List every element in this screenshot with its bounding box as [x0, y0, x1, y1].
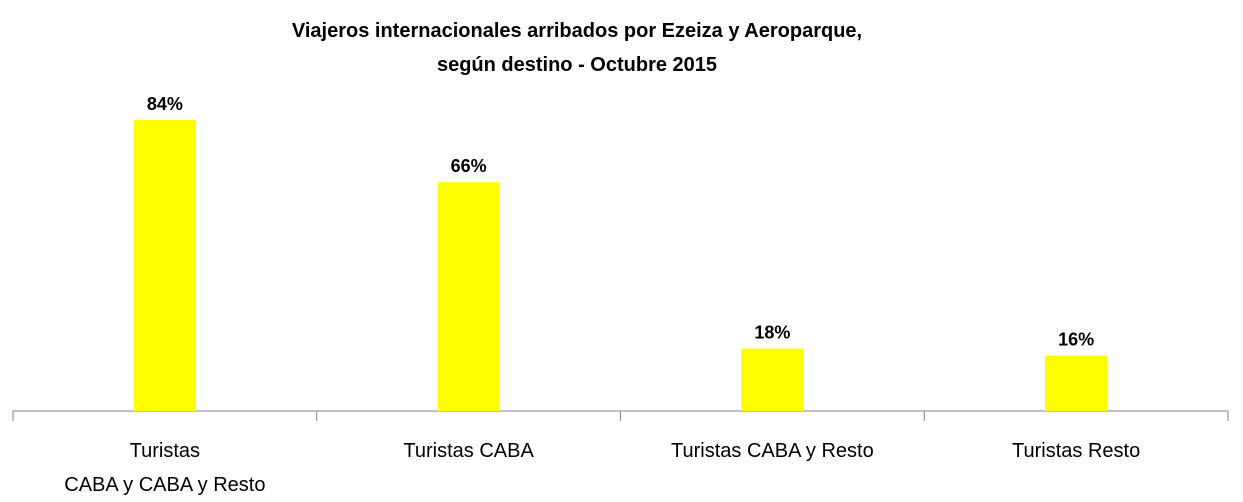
value-label: 18% — [754, 323, 790, 343]
x-tick-label: Turistas CABA y CABA y Resto — [64, 440, 266, 496]
x-tick-label: Turistas Resto — [1012, 440, 1141, 462]
x-tick-label: Turistas CABA — [403, 440, 534, 462]
bar — [1045, 355, 1108, 411]
x-tick-label: Turistas CABA y Resto — [671, 440, 874, 462]
value-label: 16% — [1058, 330, 1094, 350]
chart-title: Viajeros internacionales arribados por E… — [291, 20, 863, 76]
bar — [133, 119, 196, 412]
bar — [741, 348, 804, 411]
value-label: 84% — [147, 94, 183, 114]
bar — [437, 182, 500, 411]
value-label: 66% — [451, 156, 487, 176]
